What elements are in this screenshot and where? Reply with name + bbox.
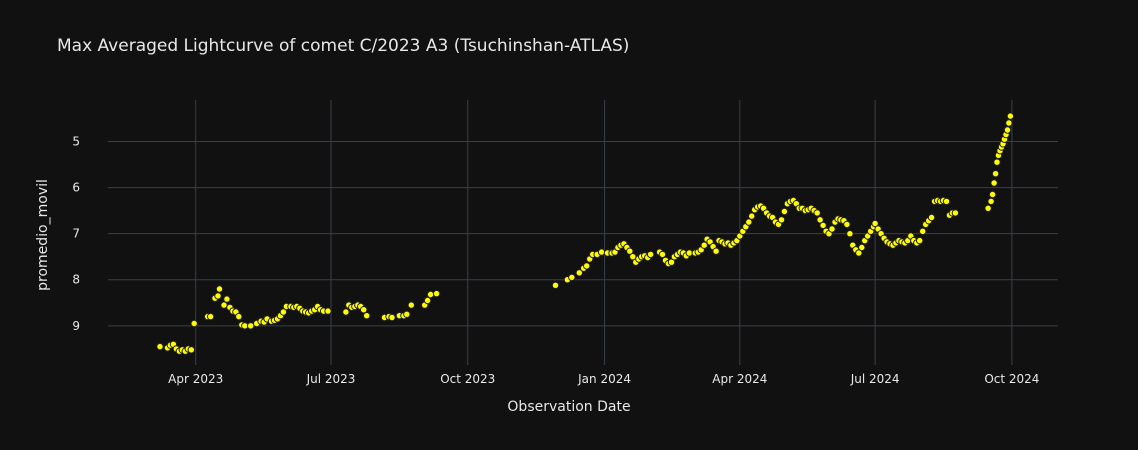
data-point xyxy=(988,190,997,199)
y-axis-ticks: 5 6 7 8 9 xyxy=(72,134,80,332)
data-point xyxy=(324,307,332,315)
data-point xyxy=(342,308,350,316)
data-point xyxy=(551,281,560,289)
data-point xyxy=(813,209,821,217)
data-point xyxy=(819,221,827,230)
data-point xyxy=(597,248,606,256)
data-point xyxy=(646,250,655,259)
data-point xyxy=(187,346,196,354)
data-point xyxy=(927,213,936,222)
data-point xyxy=(432,289,441,298)
data-point xyxy=(215,285,224,293)
data-point xyxy=(951,209,960,217)
data-point xyxy=(360,306,368,314)
data-point xyxy=(423,296,432,305)
data-point xyxy=(991,170,1000,178)
data-point xyxy=(855,249,863,257)
x-tick-label: Jul 2024 xyxy=(850,372,900,386)
y-tick-label: 6 xyxy=(72,181,80,195)
data-point xyxy=(777,216,786,224)
data-point xyxy=(990,179,998,187)
data-point xyxy=(1003,126,1012,134)
data-point xyxy=(712,247,720,255)
data-point xyxy=(816,216,824,224)
data-point xyxy=(190,319,198,328)
data-point xyxy=(583,262,591,270)
data-point xyxy=(828,225,836,233)
data-point xyxy=(745,218,753,226)
y-tick-label: 8 xyxy=(72,273,80,287)
data-point xyxy=(575,269,583,277)
x-axis-title: Observation Date xyxy=(507,399,630,415)
data-point xyxy=(700,241,708,249)
data-point xyxy=(871,219,879,228)
data-point xyxy=(223,295,231,303)
data-point xyxy=(916,236,924,245)
x-tick-label: Apr 2023 xyxy=(168,372,223,386)
x-tick-label: Apr 2024 xyxy=(712,372,767,386)
data-point xyxy=(942,197,951,206)
data-point xyxy=(363,312,371,320)
data-point xyxy=(780,207,789,216)
data-point xyxy=(1006,112,1015,120)
x-tick-label: Jan 2024 xyxy=(577,372,631,386)
x-tick-label: Jul 2023 xyxy=(306,372,356,386)
data-point xyxy=(858,243,866,252)
data-point xyxy=(748,212,756,220)
data-point xyxy=(403,310,411,318)
data-point xyxy=(987,197,995,206)
y-tick-label: 7 xyxy=(72,227,80,241)
data-point xyxy=(388,313,396,322)
data-point xyxy=(843,220,851,229)
data-point xyxy=(1005,119,1013,127)
x-axis-ticks: Apr 2023 Jul 2023 Oct 2023 Jan 2024 Apr 2024… xyxy=(168,372,1039,386)
grid-lines xyxy=(108,100,1058,365)
y-tick-label: 5 xyxy=(72,134,80,148)
data-point xyxy=(667,258,676,266)
data-point xyxy=(658,250,667,259)
data-point xyxy=(568,273,576,282)
data-point xyxy=(279,308,288,316)
data-points xyxy=(156,112,1015,355)
y-axis-title: promedio_movil xyxy=(35,179,51,291)
data-point xyxy=(247,322,255,330)
y-tick-label: 9 xyxy=(72,319,80,333)
data-point xyxy=(214,292,222,300)
chart-title: Max Averaged Lightcurve of comet C/2023 … xyxy=(57,36,629,56)
data-point xyxy=(993,158,1001,166)
data-point xyxy=(846,230,854,238)
data-point xyxy=(235,312,243,321)
data-point xyxy=(984,204,992,213)
x-tick-label: Oct 2023 xyxy=(440,372,495,386)
data-point xyxy=(156,342,164,351)
data-point xyxy=(626,247,634,255)
data-point xyxy=(206,312,215,321)
data-point xyxy=(426,290,435,299)
x-tick-label: Oct 2024 xyxy=(984,372,1039,386)
data-point xyxy=(407,301,415,309)
data-point xyxy=(919,227,927,236)
